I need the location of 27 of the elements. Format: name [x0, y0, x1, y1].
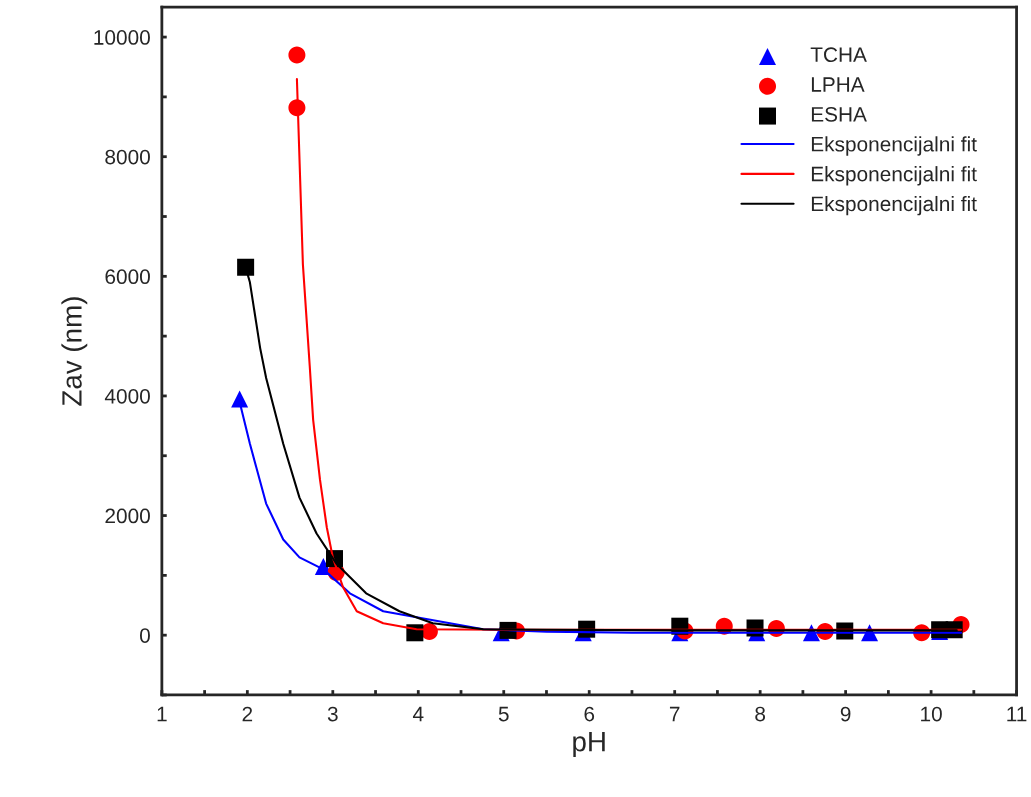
- legend-label: Eksponencijalni fit: [811, 136, 977, 156]
- legend-label: Eksponencijalni fit: [811, 166, 977, 186]
- legend-label: Eksponencijalni fit: [811, 195, 977, 216]
- legend-label: LPHA: [811, 77, 865, 92]
- x-tick-label: 10: [921, 706, 942, 722]
- x-tick-label: 7: [669, 706, 680, 722]
- point: [288, 46, 306, 64]
- y-axis-title: Zav (nm): [61, 297, 88, 406]
- x-tick-label: 3: [327, 706, 338, 722]
- y-tick-label: 4000: [104, 388, 150, 404]
- legend-label: TCHA: [810, 47, 867, 63]
- y-tick-label: 2000: [105, 508, 150, 524]
- y-tick-label: 0: [139, 628, 150, 643]
- x-tick-label: 1: [157, 706, 167, 722]
- y-tick-label: 8000: [105, 149, 150, 165]
- x-tick-label: 6: [584, 706, 595, 722]
- x-tick-label: 2: [242, 706, 253, 722]
- point: [237, 258, 255, 276]
- y-tick-label: 10000: [94, 30, 150, 45]
- x-tick-label: 9: [840, 706, 851, 722]
- x-tick-label: 11: [1007, 706, 1027, 722]
- x-axis-title: pH: [573, 732, 605, 757]
- x-tick-label: 4: [412, 706, 424, 722]
- y-tick-label: 6000: [105, 269, 150, 285]
- x-tick-label: 8: [755, 706, 766, 722]
- x-tick-label: 5: [498, 706, 509, 722]
- legend-label: ESHA: [811, 106, 867, 122]
